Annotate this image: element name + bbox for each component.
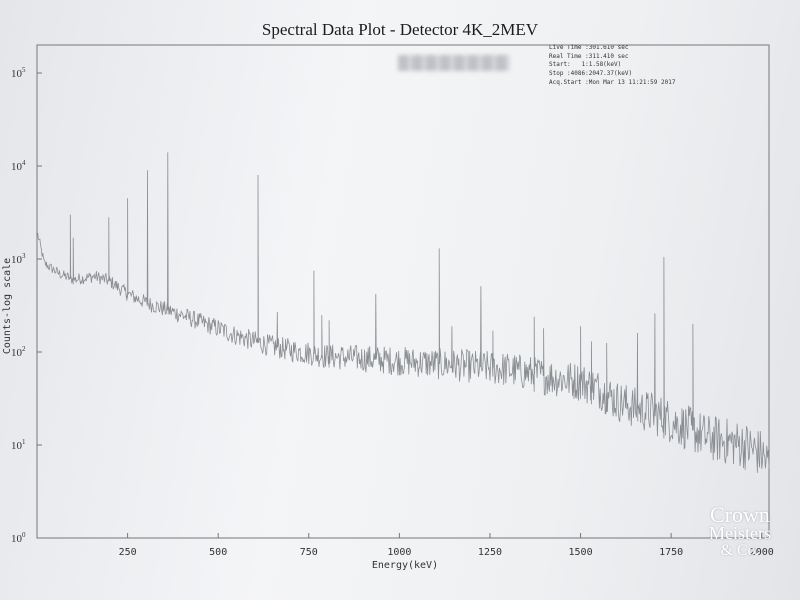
real-time-text: Real Time :311.410 sec xyxy=(549,52,629,60)
start-text: Start: 1:1.58(keV) xyxy=(549,61,622,69)
watermark-line-3: & Co. xyxy=(720,542,760,559)
y-tick-label: 102 xyxy=(11,345,26,359)
y-tick-label: 103 xyxy=(11,252,26,266)
redacted-label xyxy=(398,55,510,71)
x-tick-label: 1250 xyxy=(478,547,502,558)
stop-text: Stop :4086:2047.37(keV) xyxy=(549,70,633,78)
x-tick-label: 1750 xyxy=(659,547,683,558)
y-tick-label: 104 xyxy=(11,159,26,173)
watermark-logo: Crown Meisters & Co. xyxy=(690,502,790,560)
y-axis-label: Counts-log scale xyxy=(2,258,13,354)
live-time-text: Live Time :301.610 sec xyxy=(549,44,629,51)
plot-frame xyxy=(36,44,770,539)
x-axis-label: Energy(keV) xyxy=(372,560,438,571)
watermark-line-1: Crown xyxy=(710,502,770,527)
y-tick-label: 105 xyxy=(11,66,26,80)
x-tick-label: 2000 xyxy=(750,547,774,558)
y-tick-label: 100 xyxy=(11,531,26,545)
x-tick-label: 750 xyxy=(300,547,318,558)
acq-start-text: Acq.Start :Mon Mar 13 11:21:59 2017 xyxy=(549,78,676,86)
y-tick-label: 101 xyxy=(11,438,26,452)
watermark-line-2: Meisters xyxy=(709,523,771,543)
spectrum-series-line xyxy=(37,152,770,473)
x-tick-label: 1000 xyxy=(387,547,411,558)
chart-title: Spectral Data Plot - Detector 4K_2MEV xyxy=(261,20,539,39)
x-tick-label: 1500 xyxy=(569,547,593,558)
y-axis-ticks: 100 101 102 103 104 105 xyxy=(11,66,42,545)
x-tick-label: 500 xyxy=(209,547,227,558)
x-axis-ticks: 250 500 750 1000 1250 1500 1750 2000 xyxy=(119,533,774,558)
acquisition-info: Live Time :301.610 sec Real Time :311.410… xyxy=(549,44,675,88)
x-tick-label: 250 xyxy=(119,547,137,558)
